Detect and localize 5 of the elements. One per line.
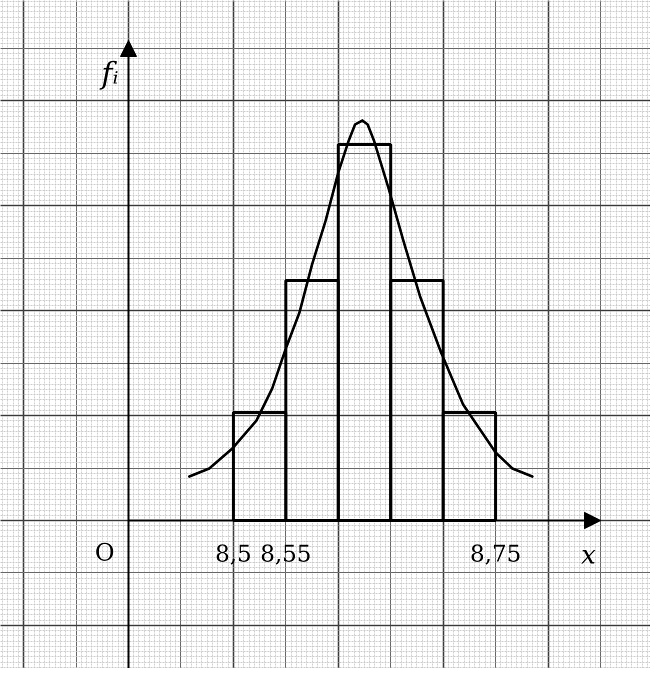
y-axis-title: fᵢ [99, 56, 118, 92]
x-axis-title: x [581, 540, 596, 570]
x-tick-label: 8,55 [260, 542, 312, 568]
text: O [94, 538, 115, 566]
x-tick-label: 8,75 [470, 542, 522, 568]
